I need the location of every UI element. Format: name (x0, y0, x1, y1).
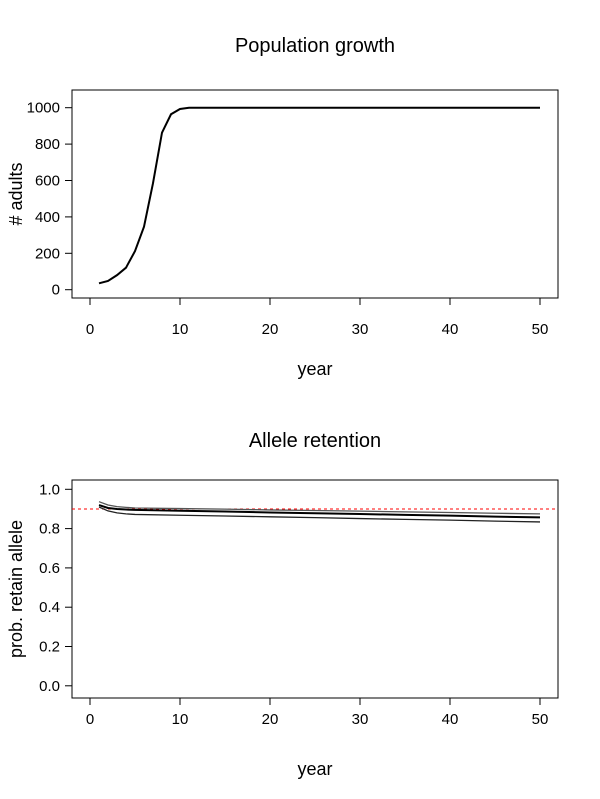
x-axis-label: year (297, 759, 332, 779)
y-tick-label: 1.0 (39, 481, 60, 498)
plot-frame (71, 89, 559, 299)
y-tick-label: 800 (35, 136, 60, 153)
x-tick-label: 30 (352, 321, 369, 338)
series-line (98, 501, 541, 515)
x-tick-label: 0 (86, 711, 94, 728)
x-tick-label: 40 (442, 711, 459, 728)
x-tick-label: 0 (86, 321, 94, 338)
y-tick-label: 1000 (27, 100, 60, 117)
series-line (98, 106, 540, 285)
y-axis-label: prob. retain allele (6, 520, 26, 658)
y-tick-label: 200 (35, 245, 60, 262)
y-tick-label: 0.0 (39, 678, 60, 695)
x-tick-label: 20 (262, 711, 279, 728)
y-tick-label: 0.2 (39, 639, 60, 656)
x-tick-label: 40 (442, 321, 459, 338)
y-tick-label: 0.6 (39, 560, 60, 577)
x-tick-label: 10 (172, 321, 189, 338)
y-axis-label: # adults (6, 162, 26, 225)
x-tick-label: 20 (262, 321, 279, 338)
series-line (98, 506, 541, 523)
x-tick-label: 50 (532, 321, 549, 338)
y-tick-label: 0 (52, 282, 60, 299)
chart-title: Population growth (235, 35, 395, 57)
series-line (98, 504, 541, 519)
y-tick-label: 0.8 (39, 521, 60, 538)
y-tick-label: 600 (35, 173, 60, 190)
y-tick-label: 0.4 (39, 599, 60, 616)
x-axis-label: year (297, 359, 332, 379)
x-tick-label: 10 (172, 711, 189, 728)
y-tick-label: 400 (35, 209, 60, 226)
chart-title: Allele retention (249, 430, 381, 452)
x-tick-label: 50 (532, 711, 549, 728)
plot-frame (71, 479, 559, 699)
x-tick-label: 30 (352, 711, 369, 728)
